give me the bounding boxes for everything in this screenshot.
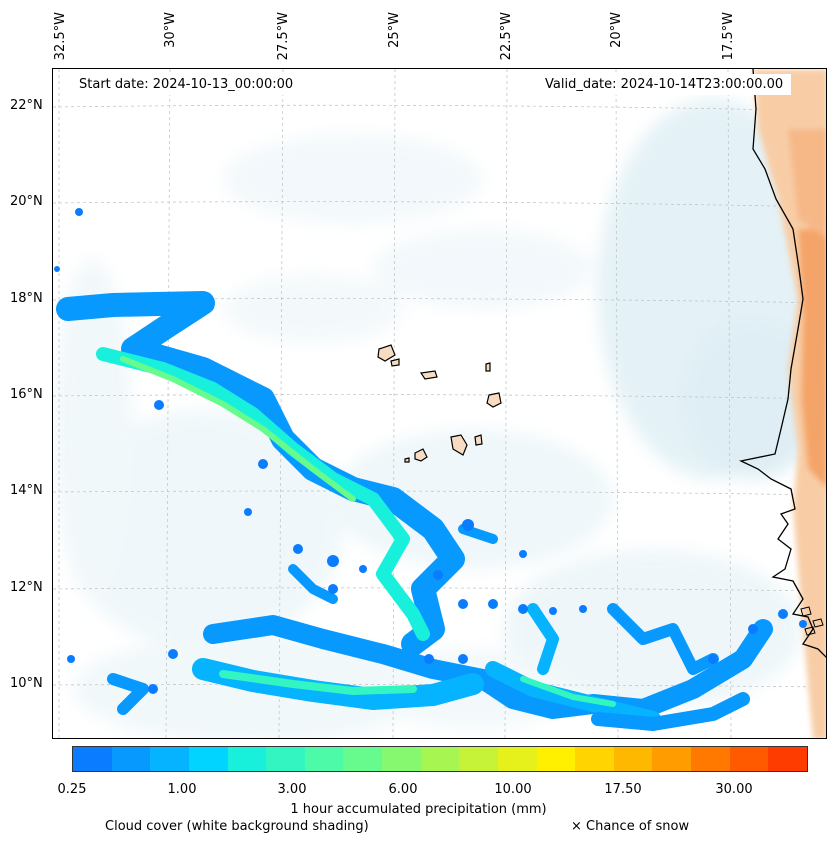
- colorbar-tick-5: 17.50: [604, 782, 642, 797]
- colorbar-tick-3: 6.00: [388, 782, 418, 797]
- colorbar-tick-0: 0.25: [57, 782, 87, 797]
- precipitation-colorbar: [72, 746, 808, 772]
- map-area[interactable]: [52, 68, 827, 739]
- land-heat-shading: [753, 69, 826, 738]
- lon-label-20w: 20°W: [609, 12, 624, 48]
- precipitation-cells: [54, 208, 807, 694]
- colorbar-segment-12: [536, 747, 576, 771]
- colorbar-title: 1 hour accumulated precipitation (mm): [290, 802, 547, 817]
- lon-label-32-5w: 32.5°W: [53, 12, 68, 61]
- colorbar-tick-6: 30.00: [715, 782, 753, 797]
- lat-label-10n: 10°N: [10, 676, 43, 691]
- colorbar-segment-3: [188, 747, 228, 771]
- map-canvas: [53, 69, 826, 738]
- colorbar-segment-4: [227, 747, 267, 771]
- colorbar-segment-2: [150, 747, 189, 771]
- colorbar-segment-18: [768, 747, 807, 771]
- lat-label-18n: 18°N: [10, 291, 43, 306]
- cape-verde-islands: [377, 344, 502, 463]
- bijagos-islands: [800, 606, 824, 636]
- lon-label-17-5w: 17.5°W: [721, 12, 736, 61]
- colorbar-segment-7: [343, 747, 382, 771]
- colorbar-tick-1: 1.00: [167, 782, 197, 797]
- colorbar-tick-4: 10.00: [494, 782, 532, 797]
- colorbar-segment-11: [497, 747, 537, 771]
- start-date-label: Start date: 2024-10-13_00:00:00: [71, 74, 302, 95]
- colorbar-segment-8: [382, 747, 421, 771]
- lon-label-30w: 30°W: [163, 12, 178, 48]
- lat-label-12n: 12°N: [10, 580, 43, 595]
- valid-date-label: Valid_date: 2024-10-14T23:00:00.00: [537, 74, 792, 95]
- colorbar-segment-13: [575, 747, 614, 771]
- colorbar-segment-6: [304, 747, 344, 771]
- colorbar-segment-1: [111, 747, 151, 771]
- precipitation-field: [56, 291, 773, 731]
- colorbar-segment-10: [459, 747, 498, 771]
- lat-label-16n: 16°N: [10, 387, 43, 402]
- colorbar-segment-17: [729, 747, 769, 771]
- lon-label-22-5w: 22.5°W: [499, 12, 514, 61]
- snow-legend: × Chance of snow: [571, 819, 690, 834]
- colorbar-segment-15: [652, 747, 691, 771]
- colorbar-segment-16: [691, 747, 730, 771]
- colorbar-segment-5: [266, 747, 305, 771]
- lat-label-14n: 14°N: [10, 483, 43, 498]
- colorbar-tick-2: 3.00: [277, 782, 307, 797]
- colorbar-segment-0: [73, 747, 112, 771]
- africa-coastline: [738, 69, 826, 658]
- colorbar-segment-14: [613, 747, 653, 771]
- lat-label-20n: 20°N: [10, 194, 43, 209]
- colorbar-segment-9: [420, 747, 460, 771]
- lon-label-27-5w: 27.5°W: [276, 12, 291, 61]
- lon-label-25w: 25°W: [387, 12, 402, 48]
- lat-label-22n: 22°N: [10, 98, 43, 113]
- cloud-cover-legend: Cloud cover (white background shading): [105, 819, 369, 834]
